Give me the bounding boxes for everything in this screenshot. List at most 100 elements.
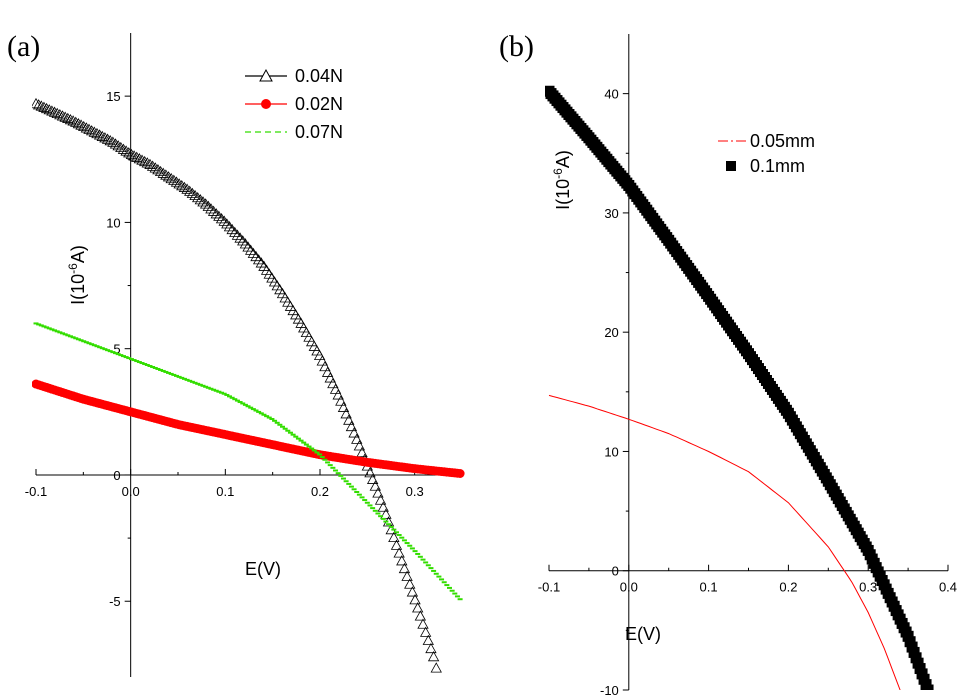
data-point xyxy=(80,122,93,133)
data-point xyxy=(223,221,236,232)
data-point xyxy=(165,172,177,184)
data-point xyxy=(207,205,220,216)
data-point xyxy=(75,119,87,130)
data-point xyxy=(96,130,108,141)
data-point xyxy=(85,125,98,136)
x-tick-label-b: 0.4 xyxy=(939,580,957,595)
panel-label-b: (b) xyxy=(499,30,534,63)
legend-item: 0.07N xyxy=(245,122,343,142)
data-point xyxy=(380,508,392,519)
data-point xyxy=(104,134,116,146)
data-point xyxy=(390,539,403,550)
data-point xyxy=(88,126,100,137)
data-point xyxy=(247,247,260,258)
x-tick-label-a: 0.0 xyxy=(122,484,140,499)
data-point xyxy=(35,100,47,111)
data-point xyxy=(197,196,209,207)
legend-marker xyxy=(726,161,736,171)
y-axis-title-sup-b: -6 xyxy=(551,168,565,179)
data-point xyxy=(99,132,111,143)
x-tick-label-b: 0.2 xyxy=(779,580,797,595)
data-point xyxy=(343,414,355,425)
data-point xyxy=(419,626,432,637)
data-point xyxy=(213,210,225,221)
data-point xyxy=(327,377,339,389)
data-point xyxy=(210,208,222,219)
legend-item: 0.05mm xyxy=(718,131,815,151)
y-axis-title-b: I(10-6A) xyxy=(551,150,573,210)
data-point xyxy=(168,174,180,185)
data-point xyxy=(101,133,114,144)
x-tick-label-a: -0.1 xyxy=(25,484,47,499)
data-point xyxy=(131,151,143,162)
data-point xyxy=(406,586,419,597)
x-tick-label-b: -0.1 xyxy=(538,580,560,595)
y-axis-title-tail-a: A) xyxy=(68,245,88,263)
data-point xyxy=(316,355,328,366)
data-point xyxy=(234,232,246,243)
data-point xyxy=(205,203,217,214)
data-point xyxy=(157,167,169,178)
y-axis-title-sup-a: -6 xyxy=(66,263,80,274)
data-point xyxy=(218,215,230,226)
y-axis-title-a: I(10-6A) xyxy=(66,245,88,305)
data-point xyxy=(170,176,183,187)
data-point xyxy=(396,555,408,566)
legend-a: 0.04N 0.02N 0.07N xyxy=(245,66,343,142)
data-point xyxy=(409,594,421,605)
data-point xyxy=(181,183,193,194)
data-point xyxy=(32,97,42,109)
legend-marker xyxy=(261,99,271,109)
data-point xyxy=(252,254,265,265)
data-point xyxy=(237,235,249,246)
data-point xyxy=(229,226,241,237)
data-point xyxy=(149,162,161,173)
data-point xyxy=(356,446,368,458)
data-point xyxy=(329,383,342,394)
data-point xyxy=(412,602,424,613)
data-point xyxy=(374,494,387,505)
data-point xyxy=(56,110,69,121)
x-tick-label-a: 0.2 xyxy=(311,484,329,499)
panel-a-chart: (a) -0.1 0.0 0.1 0.2 0.3 -5 0 5 10 15 E(V) I(10-6A) 0… xyxy=(7,30,465,677)
data-point xyxy=(922,684,934,690)
data-point xyxy=(231,229,244,240)
data-point xyxy=(398,562,411,574)
data-point xyxy=(146,160,159,171)
y-tick-label-b: 20 xyxy=(604,325,618,340)
data-point xyxy=(192,191,204,203)
data-point xyxy=(109,138,122,149)
data-point xyxy=(178,181,191,192)
data-point xyxy=(160,169,172,180)
data-point xyxy=(393,547,405,558)
data-point xyxy=(245,244,257,255)
data-point xyxy=(91,127,103,139)
data-point xyxy=(425,642,437,654)
x-tick-label-a: 0.1 xyxy=(216,484,234,499)
data-point xyxy=(430,662,442,673)
y-tick-label-b: -10 xyxy=(600,683,619,698)
y-tick-label-b: 0 xyxy=(612,564,619,579)
panel-label-a: (a) xyxy=(7,30,40,63)
data-point xyxy=(133,153,146,164)
data-point xyxy=(348,427,360,438)
data-point xyxy=(186,187,199,198)
data-point xyxy=(250,250,262,262)
data-point xyxy=(226,223,238,235)
legend-item: 0.02N xyxy=(245,94,343,114)
data-point xyxy=(115,141,127,153)
data-point xyxy=(417,618,429,629)
data-point xyxy=(184,185,196,196)
data-point xyxy=(221,218,233,229)
y-tick-label-a: 0 xyxy=(113,468,120,483)
data-point xyxy=(138,155,151,167)
data-point xyxy=(59,111,71,122)
data-point xyxy=(51,107,63,119)
y-tick-label-a: 15 xyxy=(106,89,120,104)
y-tick-label-b: 10 xyxy=(604,444,618,459)
data-point xyxy=(117,143,130,154)
data-point xyxy=(313,349,326,361)
y-tick-label-b: 30 xyxy=(604,206,618,221)
data-point xyxy=(120,145,132,156)
legend-label: 0.02N xyxy=(295,94,343,114)
